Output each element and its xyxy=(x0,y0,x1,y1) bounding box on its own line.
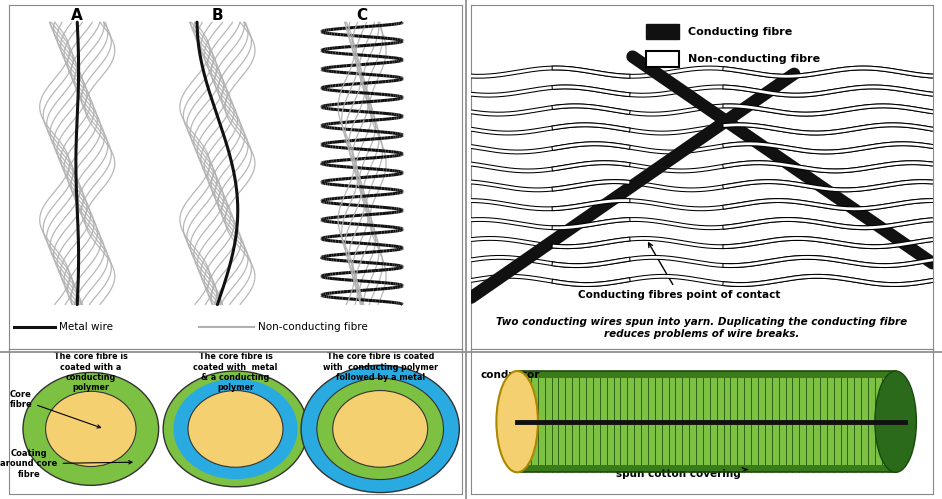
Text: conductor: conductor xyxy=(480,370,540,418)
Text: spun cotton covering: spun cotton covering xyxy=(616,468,747,479)
Text: Non-conducting fibre: Non-conducting fibre xyxy=(258,322,368,332)
Text: C: C xyxy=(356,8,367,23)
Text: The core fibre is coated
with  conducting polymer
followed by a metal: The core fibre is coated with conducting… xyxy=(322,352,438,382)
Text: Conducting fibre: Conducting fibre xyxy=(688,27,792,37)
Text: Coating
around core
fibre: Coating around core fibre xyxy=(0,449,132,479)
Ellipse shape xyxy=(333,391,428,467)
Text: Metal wire: Metal wire xyxy=(59,322,113,332)
Bar xyxy=(517,371,896,472)
Ellipse shape xyxy=(45,391,136,467)
Bar xyxy=(646,24,678,39)
Text: Two conducting wires spun into yarn. Duplicating the conducting fibre
reduces pr: Two conducting wires spun into yarn. Dup… xyxy=(496,317,907,339)
Text: Non-conducting fibre: Non-conducting fibre xyxy=(688,54,820,64)
Ellipse shape xyxy=(301,365,460,493)
Ellipse shape xyxy=(163,371,308,487)
Ellipse shape xyxy=(317,378,444,480)
Bar xyxy=(517,465,896,472)
Text: B: B xyxy=(212,8,223,23)
Text: The core fibre is
coated with  metal
& a conducting
polymer: The core fibre is coated with metal & a … xyxy=(193,352,278,392)
Ellipse shape xyxy=(496,371,538,472)
Ellipse shape xyxy=(23,372,158,486)
Text: The core fibre is
coated with a
conducting
polymer: The core fibre is coated with a conducti… xyxy=(54,352,128,392)
Ellipse shape xyxy=(188,391,283,467)
Ellipse shape xyxy=(875,371,917,472)
Bar xyxy=(517,371,896,378)
Ellipse shape xyxy=(174,380,297,478)
Bar xyxy=(646,51,678,67)
Text: A: A xyxy=(72,8,83,23)
Text: Conducting fibres point of contact: Conducting fibres point of contact xyxy=(577,243,780,300)
Text: Core
fibre: Core fibre xyxy=(9,390,101,428)
